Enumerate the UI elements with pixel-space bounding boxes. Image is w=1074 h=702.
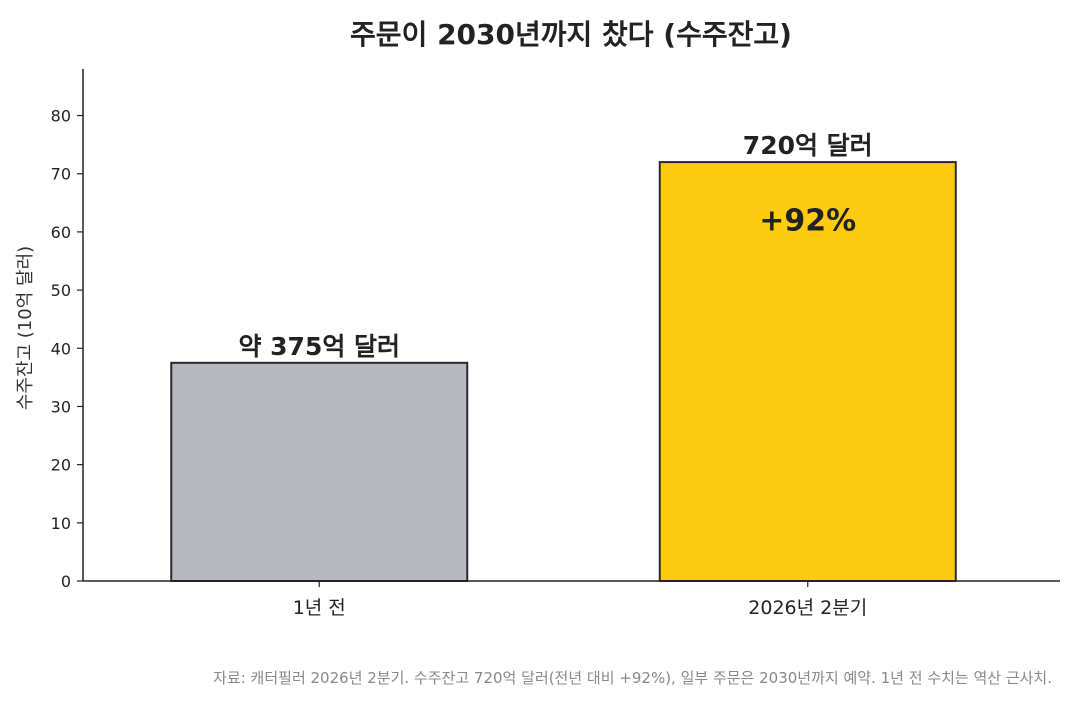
- y-tick-label: 0: [61, 572, 71, 591]
- y-tick-label: 40: [51, 339, 71, 358]
- y-tick-label: 60: [51, 223, 71, 242]
- bar-value-label: 약 375억 달러: [238, 332, 400, 361]
- bar-value-label: 720억 달러: [743, 131, 873, 160]
- chart-title: 주문이 2030년까지 찼다 (수주잔고): [350, 18, 792, 51]
- x-tick-label: 2026년 2분기: [748, 597, 867, 619]
- y-tick-label: 50: [51, 281, 71, 300]
- y-tick-label: 70: [51, 165, 71, 184]
- y-tick-label: 10: [51, 514, 71, 533]
- bar: [170, 361, 469, 582]
- growth-annotation: +92%: [759, 203, 856, 238]
- source-note: 자료: 캐터필러 2026년 2분기. 수주잔고 720억 달러(전년 대비 +…: [213, 669, 1052, 687]
- y-tick-label: 20: [51, 456, 71, 475]
- y-tick-label: 80: [51, 107, 71, 126]
- y-axis-title: 수주잔고 (10억 달러): [15, 246, 36, 410]
- x-tick-label: 1년 전: [293, 597, 346, 619]
- bar: [658, 161, 957, 582]
- y-tick-label: 30: [51, 397, 71, 416]
